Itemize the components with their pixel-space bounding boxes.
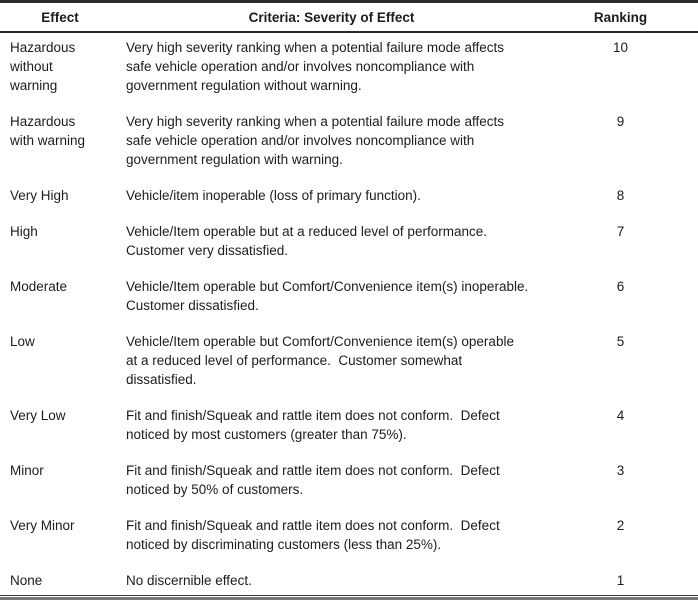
effect-cell: Minor	[10, 463, 44, 478]
table-row: High Vehicle/Item operable but at a redu…	[0, 222, 698, 260]
effect-cell: Low	[10, 334, 35, 349]
effect-cell: None	[10, 573, 43, 588]
table-row: Very Minor Fit and finish/Squeak and rat…	[0, 516, 698, 554]
table-row: Very High Vehicle/item inoperable (loss …	[0, 186, 698, 205]
table-row: Hazardous with warning Very high severit…	[0, 112, 698, 169]
criteria-cell: Vehicle/item inoperable (loss of primary…	[126, 188, 421, 203]
ranking-cell: 6	[616, 279, 625, 294]
criteria-cell: Vehicle/Item operable but Comfort/Conven…	[126, 334, 514, 387]
column-header-criteria: Criteria: Severity of Effect	[248, 9, 415, 25]
criteria-cell: Very high severity ranking when a potent…	[126, 40, 504, 93]
criteria-cell: Very high severity ranking when a potent…	[126, 114, 504, 167]
table-row: None No discernible effect. 1	[0, 571, 698, 590]
ranking-cell: 5	[616, 334, 625, 349]
effect-cell: Very High	[10, 188, 69, 203]
effect-cell: Moderate	[10, 279, 68, 294]
criteria-cell: Fit and finish/Squeak and rattle item do…	[126, 518, 500, 552]
ranking-cell: 4	[616, 408, 625, 423]
ranking-cell: 10	[612, 40, 629, 55]
ranking-cell: 2	[616, 518, 625, 533]
criteria-cell: Vehicle/Item operable but at a reduced l…	[126, 224, 487, 258]
effect-cell: Hazardous with warning	[10, 114, 86, 148]
effect-cell: Very Low	[10, 408, 66, 423]
column-header-ranking: Ranking	[593, 9, 648, 25]
criteria-cell: Vehicle/Item operable but Comfort/Conven…	[126, 279, 529, 313]
effect-cell: High	[10, 224, 38, 239]
table-header-row: Effect Criteria: Severity of Effect Rank…	[0, 3, 698, 33]
criteria-cell: No discernible effect.	[126, 573, 252, 588]
ranking-cell: 8	[616, 188, 625, 203]
ranking-cell: 1	[616, 573, 625, 588]
column-header-effect: Effect	[41, 9, 79, 25]
table-row: Very Low Fit and finish/Squeak and rattl…	[0, 406, 698, 444]
ranking-cell: 3	[616, 463, 625, 478]
table-body: Hazardous without warning Very high seve…	[0, 33, 698, 596]
table-row: Moderate Vehicle/Item operable but Comfo…	[0, 277, 698, 315]
criteria-cell: Fit and finish/Squeak and rattle item do…	[126, 463, 500, 497]
effect-cell: Hazardous without warning	[10, 40, 76, 93]
criteria-cell: Fit and finish/Squeak and rattle item do…	[126, 408, 500, 442]
ranking-cell: 7	[616, 224, 625, 239]
table-row: Minor Fit and finish/Squeak and rattle i…	[0, 461, 698, 499]
table-row: Hazardous without warning Very high seve…	[0, 38, 698, 95]
ranking-cell: 9	[616, 114, 625, 129]
table-row: Low Vehicle/Item operable but Comfort/Co…	[0, 332, 698, 389]
effect-cell: Very Minor	[10, 518, 75, 533]
